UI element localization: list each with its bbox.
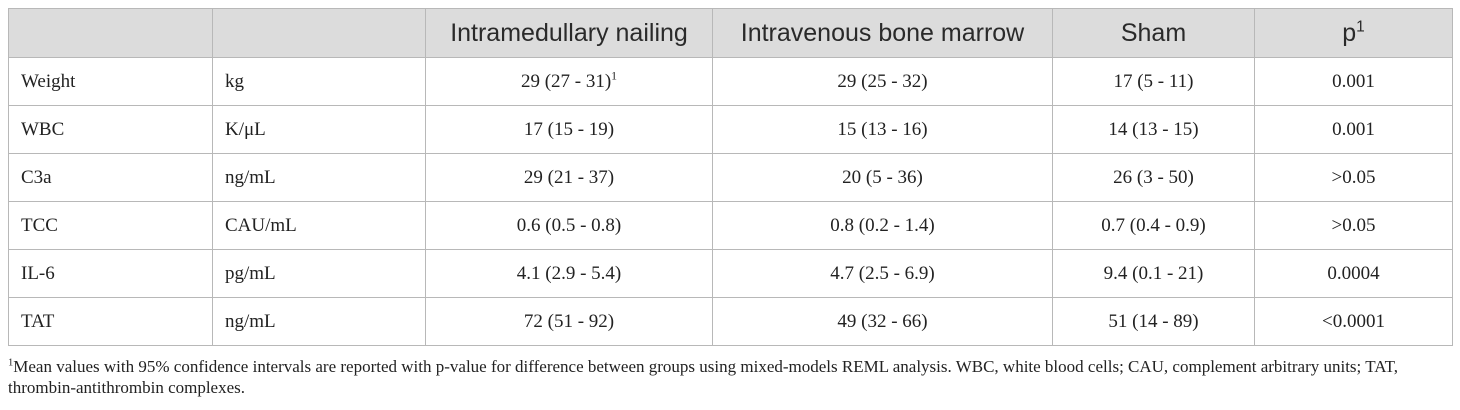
cell-intramedullary-nailing: 17 (15 - 19) bbox=[425, 105, 713, 154]
cell-intravenous-bone-marrow: 15 (13 - 16) bbox=[712, 105, 1053, 154]
cell-sham: 51 (14 - 89) bbox=[1052, 297, 1255, 346]
results-table: Intramedullary nailing Intravenous bone … bbox=[8, 8, 1453, 346]
table-row: WBC K/μL 17 (15 - 19) 15 (13 - 16) 14 (1… bbox=[8, 105, 1453, 154]
row-unit: pg/mL bbox=[212, 249, 426, 298]
header-cell-unit bbox=[212, 8, 426, 58]
row-unit: ng/mL bbox=[212, 297, 426, 346]
footnote-superscript: 1 bbox=[8, 357, 14, 369]
header-cell-intramedullary-nailing: Intramedullary nailing bbox=[425, 8, 713, 58]
header-cell-intravenous-bone-marrow: Intravenous bone marrow bbox=[712, 8, 1053, 58]
row-label: TAT bbox=[8, 297, 213, 346]
cell-sham: 17 (5 - 11) bbox=[1052, 57, 1255, 106]
header-p-superscript: 1 bbox=[1356, 18, 1365, 36]
cell-p-value: 0.001 bbox=[1254, 105, 1453, 154]
row-unit: ng/mL bbox=[212, 153, 426, 202]
row-label: C3a bbox=[8, 153, 213, 202]
cell-intramedullary-nailing: 72 (51 - 92) bbox=[425, 297, 713, 346]
cell-intramedullary-nailing: 4.1 (2.9 - 5.4) bbox=[425, 249, 713, 298]
cell-sham: 0.7 (0.4 - 0.9) bbox=[1052, 201, 1255, 250]
cell-intramedullary-nailing: 29 (27 - 31)1 bbox=[425, 57, 713, 106]
cell-intramedullary-nailing: 29 (21 - 37) bbox=[425, 153, 713, 202]
table-header: Intramedullary nailing Intravenous bone … bbox=[8, 8, 1453, 58]
row-unit: CAU/mL bbox=[212, 201, 426, 250]
cell-intramedullary-nailing: 0.6 (0.5 - 0.8) bbox=[425, 201, 713, 250]
cell-p-value: <0.0001 bbox=[1254, 297, 1453, 346]
table-container: Intramedullary nailing Intravenous bone … bbox=[8, 8, 1453, 398]
row-label: WBC bbox=[8, 105, 213, 154]
cell-value: 29 (27 - 31) bbox=[520, 70, 612, 92]
footnote-text: Mean values with 95% confidence interval… bbox=[8, 357, 1398, 397]
header-cell-variable bbox=[8, 8, 213, 58]
cell-p-value: >0.05 bbox=[1254, 201, 1453, 250]
table-row: TCC CAU/mL 0.6 (0.5 - 0.8) 0.8 (0.2 - 1.… bbox=[8, 201, 1453, 250]
table-row: Weight kg 29 (27 - 31)1 29 (25 - 32) 17 … bbox=[8, 57, 1453, 106]
cell-intravenous-bone-marrow: 29 (25 - 32) bbox=[712, 57, 1053, 106]
header-p-label: p bbox=[1342, 18, 1357, 47]
cell-superscript: 1 bbox=[611, 69, 618, 83]
cell-intravenous-bone-marrow: 20 (5 - 36) bbox=[712, 153, 1053, 202]
table-footnote: 1Mean values with 95% confidence interva… bbox=[8, 356, 1452, 398]
header-cell-sham: Sham bbox=[1052, 8, 1255, 58]
row-label: TCC bbox=[8, 201, 213, 250]
cell-p-value: 0.0004 bbox=[1254, 249, 1453, 298]
cell-sham: 14 (13 - 15) bbox=[1052, 105, 1255, 154]
row-label: Weight bbox=[8, 57, 213, 106]
table-row: C3a ng/mL 29 (21 - 37) 20 (5 - 36) 26 (3… bbox=[8, 153, 1453, 202]
header-cell-p-value: p1 bbox=[1254, 8, 1453, 58]
cell-p-value: 0.001 bbox=[1254, 57, 1453, 106]
row-unit: kg bbox=[212, 57, 426, 106]
cell-sham: 9.4 (0.1 - 21) bbox=[1052, 249, 1255, 298]
cell-p-value: >0.05 bbox=[1254, 153, 1453, 202]
cell-sham: 26 (3 - 50) bbox=[1052, 153, 1255, 202]
table-row: TAT ng/mL 72 (51 - 92) 49 (32 - 66) 51 (… bbox=[8, 297, 1453, 346]
table-row: IL-6 pg/mL 4.1 (2.9 - 5.4) 4.7 (2.5 - 6.… bbox=[8, 249, 1453, 298]
cell-intravenous-bone-marrow: 0.8 (0.2 - 1.4) bbox=[712, 201, 1053, 250]
table-body: Weight kg 29 (27 - 31)1 29 (25 - 32) 17 … bbox=[8, 57, 1453, 346]
cell-intravenous-bone-marrow: 4.7 (2.5 - 6.9) bbox=[712, 249, 1053, 298]
row-label: IL-6 bbox=[8, 249, 213, 298]
row-unit: K/μL bbox=[212, 105, 426, 154]
cell-intravenous-bone-marrow: 49 (32 - 66) bbox=[712, 297, 1053, 346]
header-row: Intramedullary nailing Intravenous bone … bbox=[8, 8, 1453, 58]
